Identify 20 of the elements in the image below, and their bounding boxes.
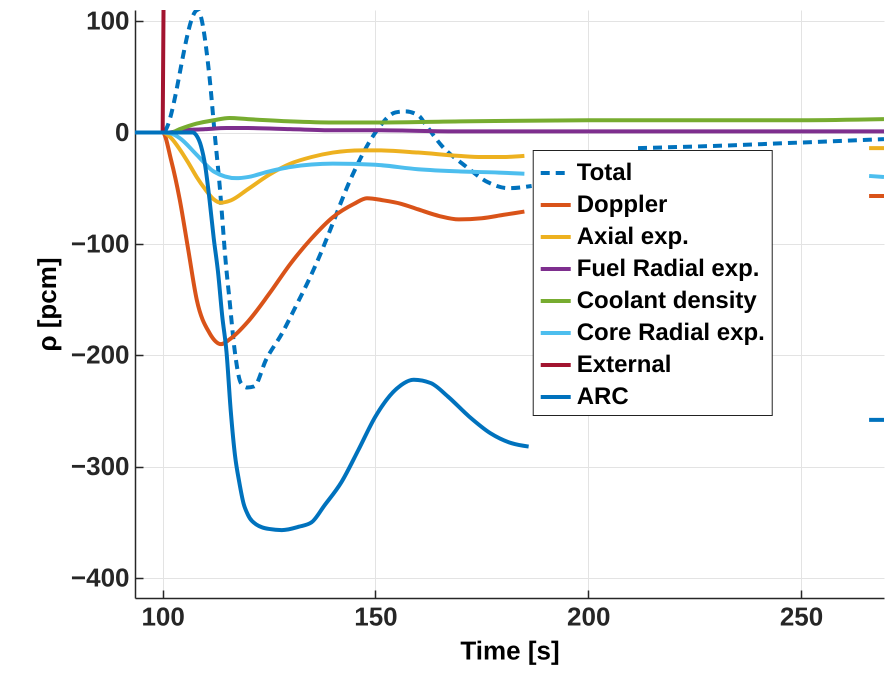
x-tick-label: 250 xyxy=(780,602,824,632)
y-axis-title: ρ [pcm] xyxy=(32,257,62,352)
legend-label: Doppler xyxy=(576,190,668,218)
legend-label: Fuel Radial exp. xyxy=(576,254,760,282)
y-tick-label: 0 xyxy=(115,117,130,147)
x-axis-title: Time [s] xyxy=(460,636,560,666)
legend-label: Coolant density xyxy=(576,286,758,314)
legend-label: Core Radial exp. xyxy=(576,318,765,346)
y-tick-label: −300 xyxy=(70,451,130,482)
x-tick-label: 200 xyxy=(567,602,610,632)
legend-label: Total xyxy=(576,158,632,186)
x-tick-label: 100 xyxy=(141,602,185,632)
y-tick-label: 100 xyxy=(86,6,130,36)
x-tick-label: 150 xyxy=(354,602,398,632)
legend-label: External xyxy=(576,350,672,378)
y-tick-label: −400 xyxy=(70,562,130,592)
legend-label: ARC xyxy=(576,382,629,410)
y-tick-label: −100 xyxy=(70,228,130,258)
legend-label: Axial exp. xyxy=(576,222,689,250)
y-tick-label: −200 xyxy=(70,340,130,370)
